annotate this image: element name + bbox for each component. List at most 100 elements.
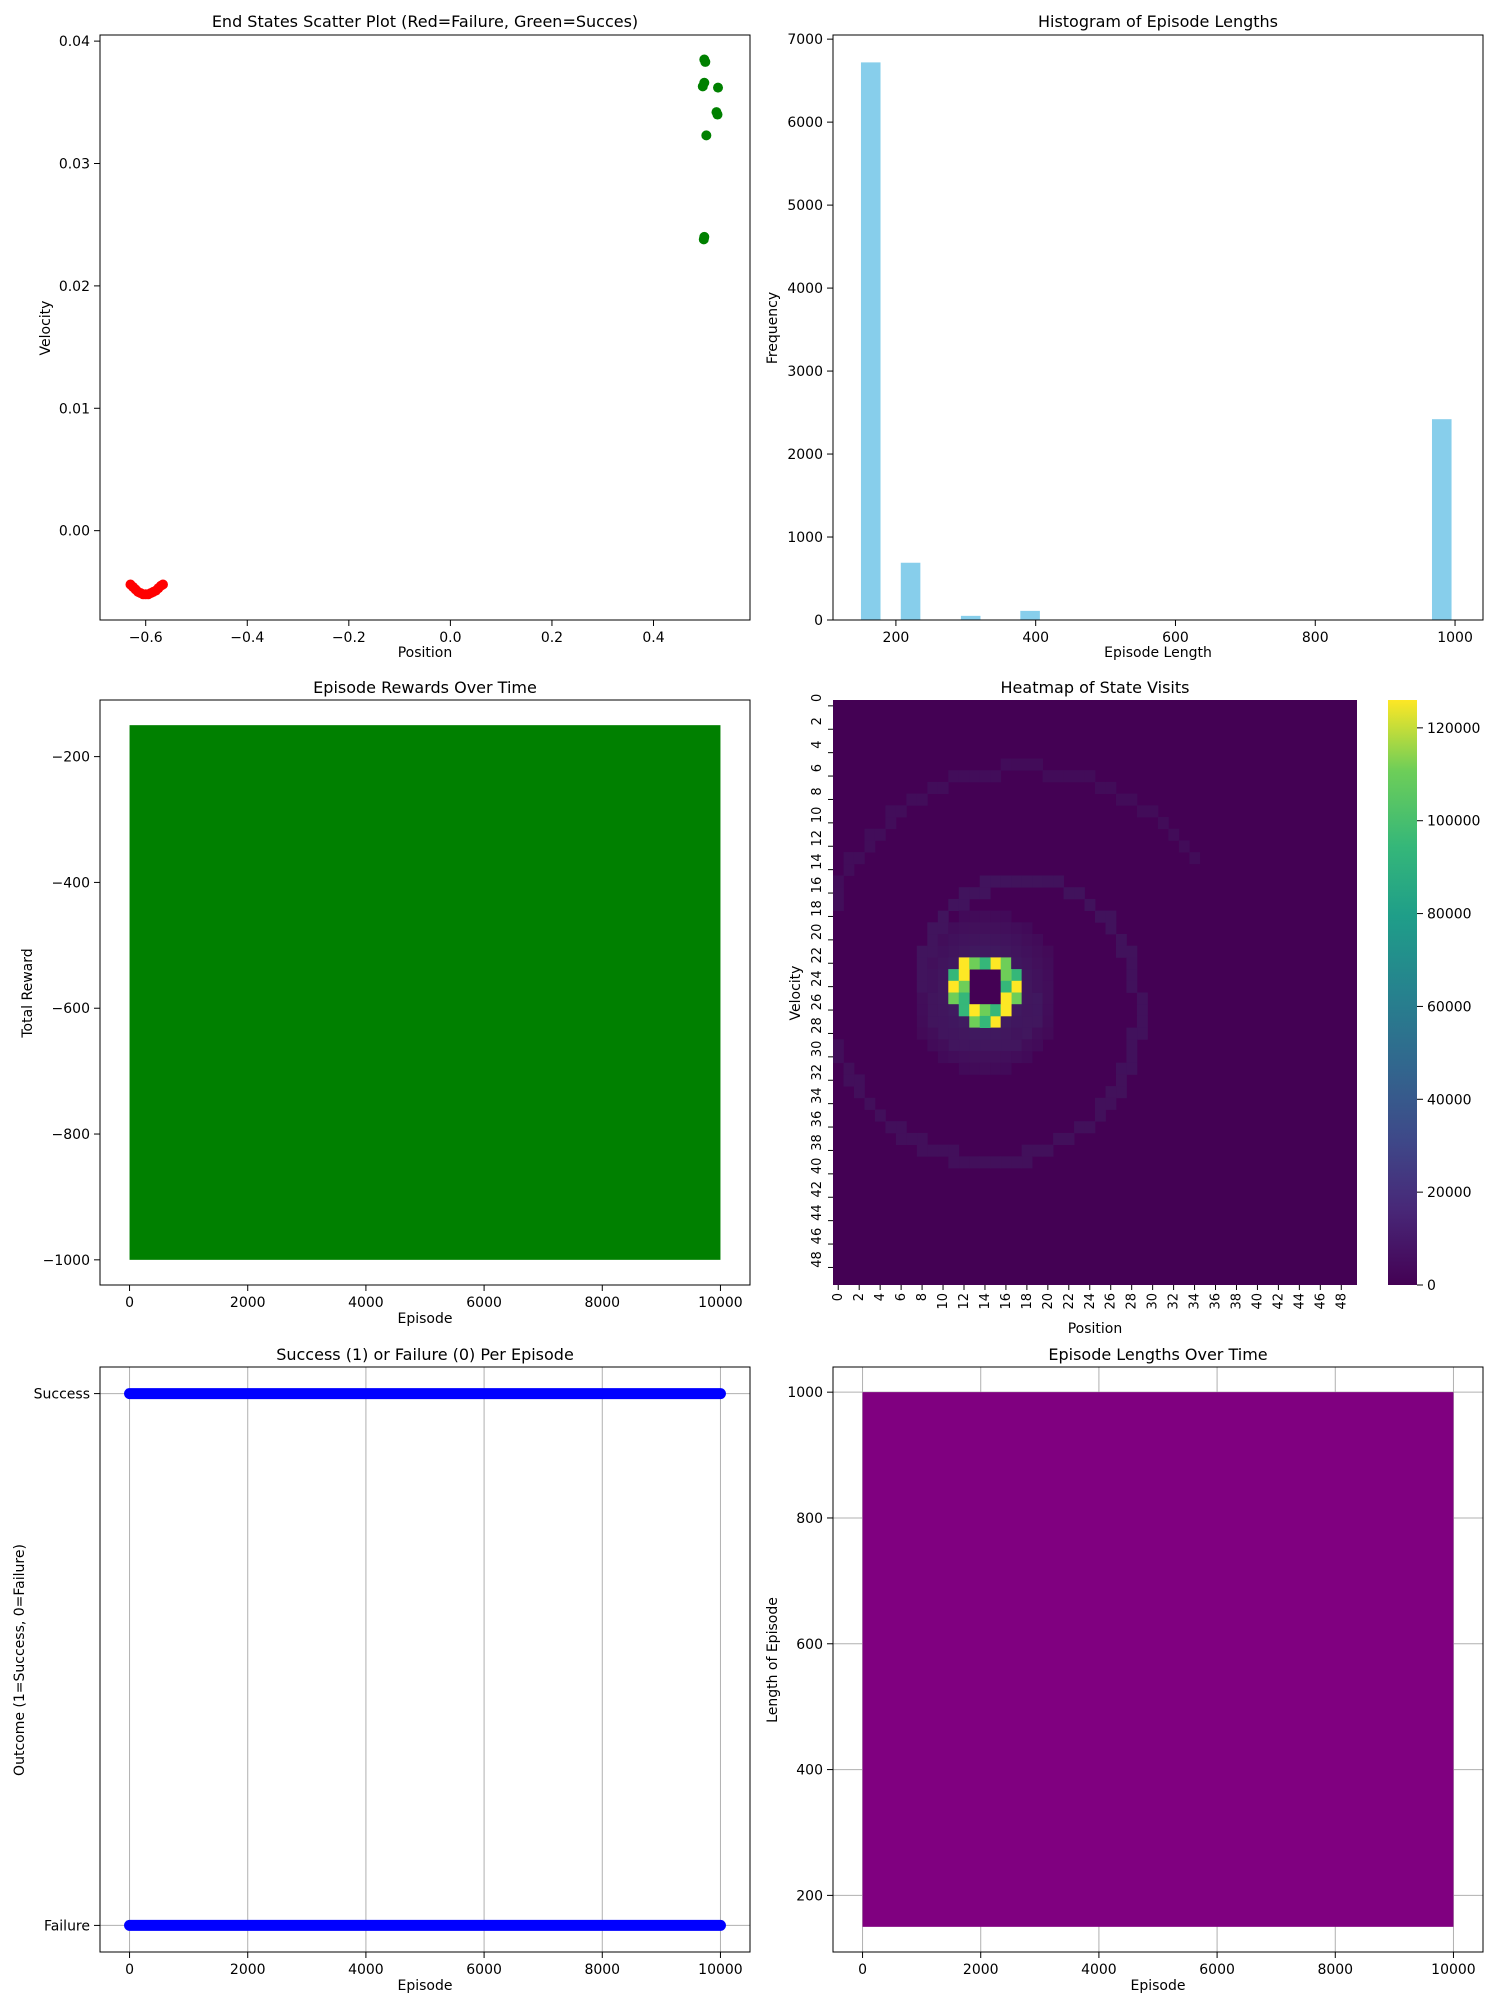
rewards-ticks: 0 2000 4000 6000 8000 10000 −200 −400 −600 −800 −1…: [43, 750, 743, 1311]
histogram-bar: [860, 62, 881, 620]
heatmap-cell: [948, 980, 960, 993]
heatmap-cell: [1032, 1039, 1043, 1052]
y-tick-label: 12: [810, 830, 825, 847]
heatmap-cell: [958, 1027, 970, 1040]
x-tick-label: 0: [125, 1295, 134, 1311]
heatmap-cell: [979, 910, 991, 923]
success-grid: [100, 1367, 750, 1952]
heatmap-cell: [885, 805, 897, 818]
heatmap-cell: [916, 1015, 928, 1028]
heatmap-cell: [927, 1015, 939, 1028]
heatmap-cell: [1000, 922, 1012, 935]
histogram-ticks: 200 400 600 800 1000 0 1000 2000 3000 4000 5000 600…: [787, 32, 1473, 646]
heatmap-cell: [958, 1039, 970, 1052]
heatmap-cell: [927, 922, 939, 935]
heatmap-cell: [958, 910, 970, 923]
heatmap-cell: [1105, 781, 1117, 794]
heatmap-cell: [916, 980, 928, 993]
heatmap-cell: [927, 781, 939, 794]
heatmap-cell: [979, 770, 991, 783]
heatmap-cell: [1126, 1051, 1138, 1064]
heatmap-cell: [927, 969, 939, 982]
colorbar-tick-label: 0: [1427, 1278, 1436, 1294]
heatmap-cell: [948, 992, 960, 1005]
heatmap-cell: [990, 922, 1002, 935]
heatmap-cell: [1105, 1086, 1117, 1099]
x-tick-label: 2000: [963, 1962, 999, 1978]
heatmap-cell: [1126, 980, 1138, 993]
y-tick-label: 2: [810, 717, 825, 725]
x-tick-label: 10: [936, 1293, 951, 1310]
scatter-point: [700, 56, 711, 67]
y-tick-label: 7000: [787, 32, 823, 48]
heatmap-cell: [1115, 1074, 1127, 1087]
heatmap-cell: [1042, 1004, 1054, 1017]
heatmap-cell: [990, 770, 1002, 783]
heatmap-cell: [1042, 1027, 1054, 1040]
x-tick-label: 6: [894, 1293, 909, 1301]
heatmap-cell: [927, 1144, 939, 1157]
heatmap-cell: [1084, 1121, 1096, 1134]
heatmap-cell: [948, 969, 960, 982]
heatmap-cell: [927, 1004, 939, 1017]
x-tick-label: 28: [1125, 1293, 1140, 1310]
heatmap-cell: [1011, 945, 1023, 958]
heatmap-cell: [1115, 1086, 1127, 1099]
heatmap-cell: [906, 793, 918, 806]
heatmap-panel: Heatmap of State Visits Position Velocit…: [788, 678, 1480, 1337]
heatmap-cell: [1084, 898, 1096, 911]
heatmap-cell: [937, 945, 949, 958]
y-tick-label: 2000: [787, 447, 823, 463]
x-tick-label: 20: [1041, 1293, 1056, 1310]
heatmap-cell: [1126, 957, 1138, 970]
heatmap-cell: [969, 910, 981, 923]
heatmap-cell: [833, 1039, 844, 1052]
heatmap-cell: [979, 1004, 991, 1017]
x-tick-label: 0.2: [541, 630, 563, 646]
success-xlabel: Episode: [398, 1978, 453, 1994]
y-tick-label: 800: [796, 1511, 823, 1527]
heatmap-cell: [990, 1156, 1002, 1169]
heatmap-cell: [958, 1004, 970, 1017]
heatmap-cell: [990, 1027, 1002, 1040]
heatmap-cell: [916, 1144, 928, 1157]
x-tick-label: 2000: [230, 1962, 266, 1978]
y-tick-label: −600: [52, 1001, 90, 1017]
heatmap-cell: [979, 945, 991, 958]
heatmap-cell: [1021, 934, 1033, 947]
x-tick-label: 40: [1250, 1293, 1265, 1310]
heatmap-cell: [1011, 1039, 1023, 1052]
rewards-ylabel: Total Reward: [20, 948, 36, 1038]
length-series-band: [862, 1392, 1454, 1927]
heatmap-cell: [916, 1132, 928, 1145]
x-tick-label: −0.2: [332, 630, 366, 646]
heatmap-cell: [958, 1015, 970, 1028]
heatmap-cell: [937, 1004, 949, 1017]
heatmap-cell: [1063, 887, 1075, 900]
heatmap-cell: [937, 1144, 949, 1157]
heatmap-cell: [1042, 980, 1054, 993]
heatmap-cell: [979, 1156, 991, 1169]
heatmap-cells: [833, 758, 1201, 1169]
heatmap-cell: [1021, 957, 1033, 970]
lengths-ylabel: Length of Episode: [765, 1597, 781, 1723]
x-tick-label: 30: [1146, 1293, 1161, 1310]
heatmap-title: Heatmap of State Visits: [1001, 678, 1190, 697]
heatmap-cell: [1000, 1062, 1012, 1075]
heatmap-xlabel: Position: [1068, 1321, 1123, 1337]
heatmap-cell: [833, 887, 844, 900]
heatmap-cell: [990, 945, 1002, 958]
x-tick-label: −0.6: [129, 630, 163, 646]
heatmap-cell: [1011, 1027, 1023, 1040]
x-tick-label: 0: [858, 1962, 867, 1978]
heatmap-cell: [1105, 1097, 1117, 1110]
heatmap-cell: [1000, 969, 1012, 982]
y-tick-label: 0: [810, 694, 825, 702]
heatmap-cell: [1032, 1027, 1043, 1040]
heatmap-cell: [1042, 945, 1054, 958]
heatmap-cell: [979, 922, 991, 935]
heatmap-cell: [853, 852, 865, 865]
y-tick-label: 1000: [787, 530, 823, 546]
heatmap-cell: [927, 957, 939, 970]
end-states-xlabel: Position: [398, 645, 453, 661]
